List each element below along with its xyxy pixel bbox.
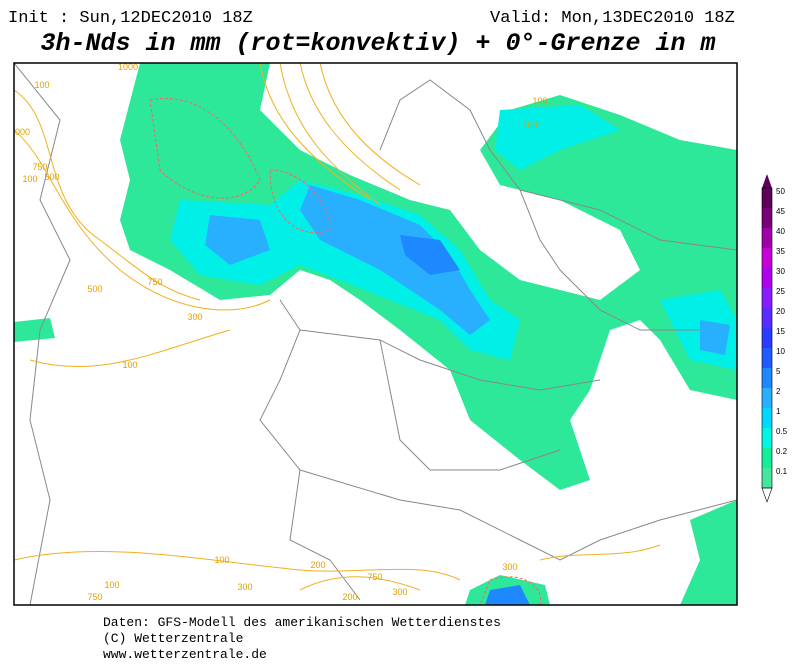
contour-label: 200 — [310, 560, 325, 570]
legend-label: 0.1 — [776, 467, 788, 476]
legend-frame — [761, 187, 773, 489]
footer-line: Daten: GFS-Modell des amerikanischen Wet… — [103, 615, 501, 630]
contour-label: 100 — [532, 96, 547, 106]
contour-label: 100 — [214, 555, 229, 565]
contour-label: 300 — [392, 587, 407, 597]
precip-area — [700, 320, 730, 355]
freezing-level-contours — [14, 63, 661, 591]
contour-label: 100 — [104, 580, 119, 590]
legend-cap — [762, 174, 772, 188]
legend-swatch — [762, 188, 772, 208]
legend-label: 45 — [776, 207, 785, 216]
valid-time: Valid: Mon,13DEC2010 18Z — [490, 9, 735, 28]
legend-swatch — [762, 228, 772, 248]
legend-label: 25 — [776, 287, 785, 296]
precip-area — [300, 185, 490, 335]
precip-area — [400, 235, 460, 275]
color-legend: 50 45 40 35 30 25 20 15 10 5 2 1 0.5 0.2 0.1 — [761, 174, 788, 503]
legend-label: 2 — [776, 387, 781, 396]
precip-area — [495, 105, 620, 170]
legend-swatch — [762, 248, 772, 268]
legend-label: 40 — [776, 227, 785, 236]
contour-label: 100 — [522, 120, 537, 130]
map-frame — [13, 62, 738, 606]
legend-cap — [761, 487, 773, 503]
precip-area — [205, 215, 270, 265]
legend-label: 5 — [776, 367, 781, 376]
legend-label: 35 — [776, 247, 785, 256]
legend-swatch — [762, 468, 772, 488]
legend-label: 1 — [776, 407, 781, 416]
legend-swatch — [762, 268, 772, 288]
footer-line: www.wetterzentrale.de — [103, 647, 267, 662]
contour-label: 300 — [237, 582, 252, 592]
contour-label: 750 — [32, 162, 47, 172]
legend-label: 0.5 — [776, 427, 788, 436]
legend-label: 30 — [776, 267, 785, 276]
map-title: 3h-Nds in mm (rot=konvektiv) + 0°-Grenze… — [40, 29, 715, 58]
precip-area — [14, 318, 55, 342]
contour-label: 100 — [34, 80, 49, 90]
contour-label: 750 — [87, 592, 102, 602]
legend-label: 10 — [776, 347, 785, 356]
contour-label: 100 — [122, 360, 137, 370]
init-time: Init : Sun,12DEC2010 18Z — [8, 9, 253, 28]
footer-line: (C) Wetterzentrale — [103, 631, 243, 646]
legend-swatch — [762, 328, 772, 348]
precip-area — [680, 500, 737, 605]
legend-swatch — [762, 288, 772, 308]
contour-label: 500 — [44, 172, 59, 182]
legend-swatch — [762, 308, 772, 328]
contour-label: 750 — [147, 277, 162, 287]
legend-label: 0.2 — [776, 447, 788, 456]
legend-swatch — [762, 408, 772, 428]
legend-swatch — [762, 208, 772, 228]
contour-label: 1000 — [10, 127, 30, 137]
legend-swatch — [762, 428, 772, 448]
legend-swatch — [762, 448, 772, 468]
precip-area — [485, 585, 530, 605]
legend-swatch — [762, 348, 772, 368]
borders — [14, 63, 737, 605]
legend-label: 15 — [776, 327, 785, 336]
contour-label: 500 — [87, 284, 102, 294]
contour-label: 100 — [22, 174, 37, 184]
contour-label: 300 — [187, 312, 202, 322]
legend-label: 50 — [776, 187, 785, 196]
contour-label: 200 — [342, 592, 357, 602]
contour-label: 750 — [367, 572, 382, 582]
legend-swatch — [762, 388, 772, 408]
contour-label: 300 — [502, 562, 517, 572]
contour-label: 1000 — [118, 62, 138, 72]
legend-label: 20 — [776, 307, 785, 316]
legend-swatch — [762, 368, 772, 388]
